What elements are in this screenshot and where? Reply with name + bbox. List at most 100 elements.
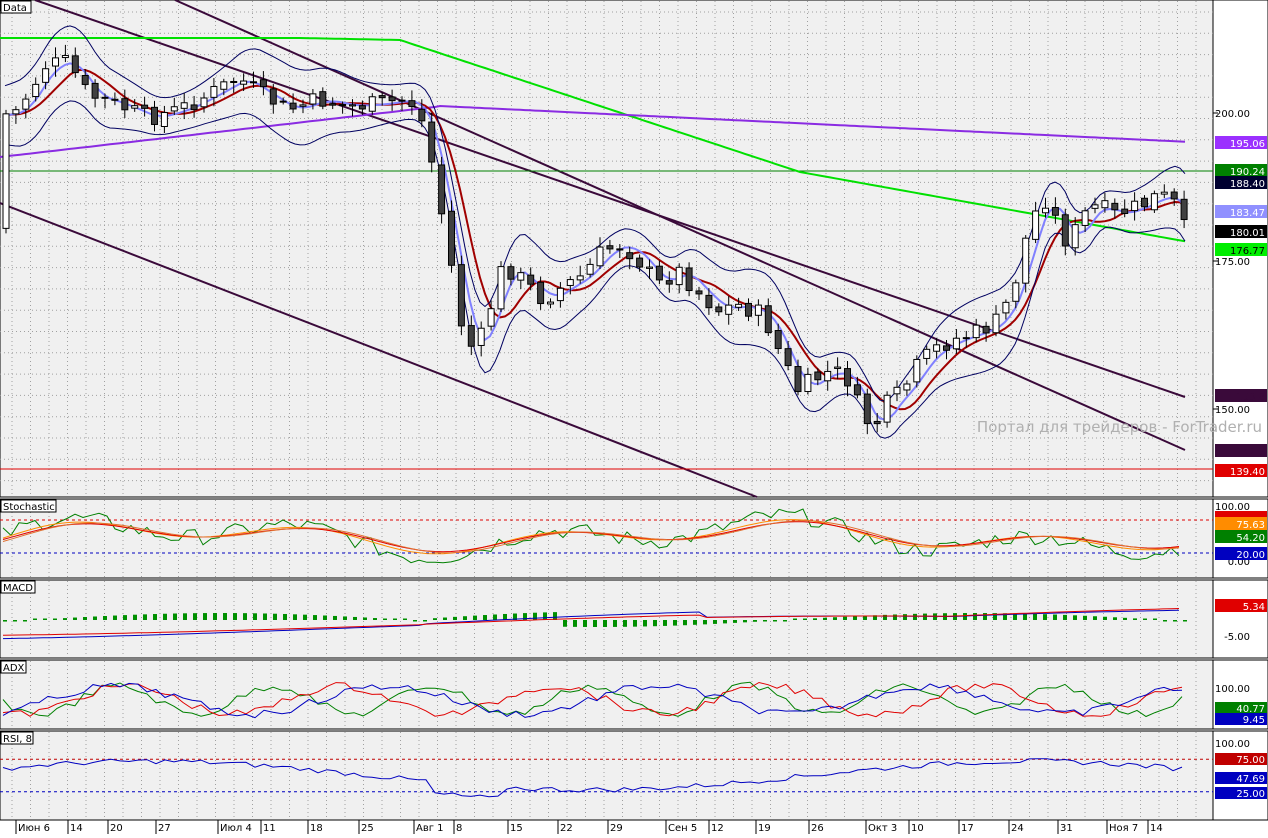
macd-histogram-bar	[683, 620, 687, 626]
bollinger-lower	[4, 100, 1186, 439]
candle-body	[576, 275, 584, 281]
macd-histogram-bar	[213, 613, 217, 620]
candle-body	[962, 337, 970, 340]
macd-histogram-bar	[593, 620, 597, 627]
adx-line	[2, 681, 1183, 718]
candle-body	[101, 96, 109, 99]
candle-body	[1061, 214, 1069, 247]
macd-histogram-bar	[23, 620, 27, 622]
macd-histogram-bar	[303, 614, 307, 620]
panel-title-rsi: RSI, 8	[3, 734, 32, 745]
candle-body	[230, 80, 238, 83]
macd-histogram-bar	[703, 620, 707, 625]
panel-rsi	[0, 730, 1214, 821]
price-label: 183.47	[1230, 208, 1265, 219]
macd-histogram-bar	[983, 613, 987, 620]
x-tick-label: 31	[1060, 823, 1073, 834]
candle-body	[309, 93, 317, 105]
candle-body	[1131, 200, 1139, 212]
candle-body	[814, 371, 822, 381]
channel-middle-line	[174, 0, 1186, 451]
candle-body	[596, 246, 604, 267]
candle-body	[289, 102, 297, 110]
value-label: 40.77	[1236, 704, 1265, 715]
macd-histogram-bar	[913, 613, 917, 620]
value-label: 54.20	[1236, 533, 1265, 544]
macd-histogram-bar	[453, 616, 457, 620]
value-label: 9.45	[1243, 715, 1265, 726]
macd-histogram-bar	[1143, 618, 1147, 620]
candle-body	[853, 384, 861, 396]
panel-title-box	[0, 660, 27, 674]
x-tick-label: 25	[361, 823, 374, 834]
price-label-box	[1215, 389, 1267, 402]
macd-histogram-bar	[873, 615, 877, 620]
candle-body	[1160, 191, 1168, 195]
value-label: 75.00	[1236, 755, 1265, 766]
macd-histogram-bar	[793, 618, 797, 620]
candle-body	[418, 108, 426, 122]
macd-histogram-bar	[893, 614, 897, 620]
candle-body	[240, 80, 248, 85]
value-label-box	[1215, 787, 1267, 799]
candle-body	[487, 308, 495, 327]
candle-body	[329, 103, 337, 106]
panel-title-stochastic: Stochastic	[3, 502, 55, 513]
candle-body	[933, 344, 941, 352]
macd-histogram-bar	[323, 615, 327, 620]
macd-histogram-bar	[773, 620, 777, 622]
macd-histogram-bar	[743, 620, 747, 623]
y-tick-label: 150.00	[1215, 405, 1250, 416]
macd-histogram-bar	[373, 618, 377, 620]
candle-body	[279, 100, 287, 103]
value-label: 25.00	[1236, 789, 1265, 800]
macd-histogram-bar	[1103, 616, 1107, 620]
macd-histogram-bar	[1183, 620, 1187, 622]
price-label-box	[1215, 164, 1267, 177]
panel-adx	[0, 659, 1214, 730]
candle-body	[2, 113, 10, 229]
candle-body	[1170, 191, 1178, 200]
macd-histogram-bar	[553, 612, 557, 620]
x-tick-label: 26	[811, 823, 824, 834]
macd-histogram-bar	[143, 614, 147, 620]
price-label: 190.24	[1230, 167, 1265, 178]
candle-body	[527, 274, 535, 285]
price-label: 195.06	[1230, 139, 1265, 150]
macd-histogram-bar	[93, 616, 97, 620]
macd-histogram-bar	[823, 617, 827, 620]
macd-histogram-bar	[183, 613, 187, 620]
x-tick-label: 24	[1011, 823, 1024, 834]
candle-body	[883, 394, 891, 423]
candle-body	[448, 210, 455, 266]
candle-body	[1032, 210, 1040, 240]
candle-body	[378, 95, 386, 99]
candle-body	[1101, 200, 1109, 209]
macd-histogram-bar	[753, 620, 757, 622]
candle-body	[180, 102, 188, 109]
candle-body	[42, 68, 50, 83]
x-tick-label: Июн 6	[18, 823, 50, 834]
macd-histogram-bar	[53, 618, 57, 620]
macd-histogram-bar	[993, 613, 997, 620]
candle-body	[200, 97, 208, 108]
macd-histogram-bar	[713, 620, 717, 624]
value-label-box	[1215, 530, 1267, 543]
stochastic-line	[2, 520, 1180, 554]
axis-area-macd	[1212, 579, 1268, 659]
candle-body	[141, 104, 149, 109]
x-tick-label: 8	[456, 823, 462, 834]
candle-body	[863, 393, 871, 425]
macd-histogram-bar	[433, 618, 437, 620]
candle-body	[626, 252, 634, 260]
candle-body	[943, 345, 950, 351]
candle-body	[774, 330, 782, 350]
x-tick-label: Авг 1	[416, 823, 444, 834]
macd-histogram-bar	[903, 614, 907, 620]
candle-body	[121, 98, 129, 111]
macd-histogram-bar	[543, 612, 547, 620]
value-label: 5.34	[1243, 602, 1265, 613]
candle-body	[715, 306, 723, 313]
candle-body	[388, 96, 396, 102]
